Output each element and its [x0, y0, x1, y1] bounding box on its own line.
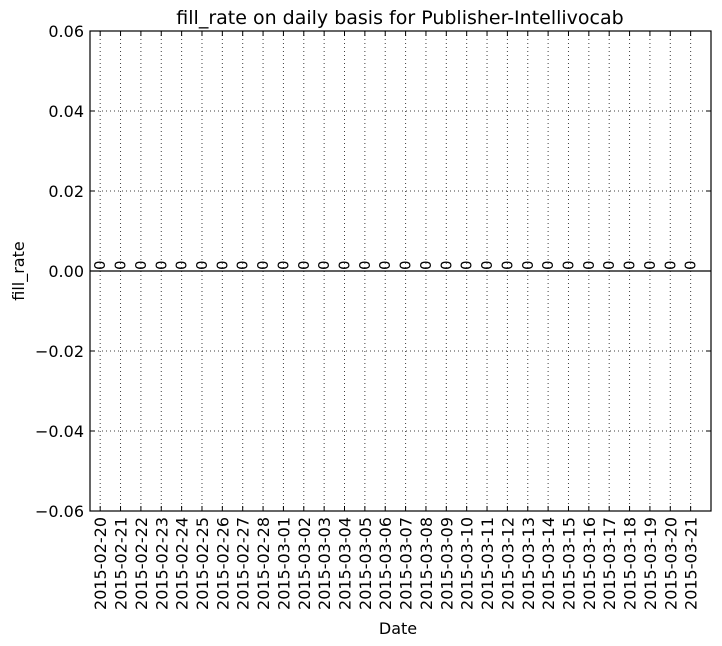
x-tick-label: 2015-03-18 [621, 517, 640, 610]
data-label: 0 [661, 260, 679, 270]
data-label: 0 [621, 260, 639, 270]
data-label: 0 [315, 260, 333, 270]
data-label: 0 [91, 260, 109, 270]
y-tick-label: −0.04 [35, 422, 84, 441]
x-tick-label: 2015-03-15 [559, 517, 578, 610]
data-label: 0 [234, 260, 252, 270]
x-tick-label: 2015-03-20 [661, 517, 680, 610]
data-label: 0 [254, 260, 272, 270]
data-label: 0 [112, 260, 130, 270]
data-label: 0 [682, 260, 700, 270]
x-tick-label: 2015-03-17 [600, 517, 619, 610]
data-label: 0 [539, 260, 557, 270]
data-label: 0 [132, 260, 150, 270]
x-axis-label: Date [379, 619, 417, 638]
x-tick-label: 2015-03-02 [295, 517, 314, 610]
x-tick-label: 2015-03-11 [478, 517, 497, 610]
data-label: 0 [478, 260, 496, 270]
x-tick-label: 2015-03-21 [682, 517, 701, 610]
y-tick-label: 0.02 [48, 182, 84, 201]
y-axis-ticks: 0.06 0.04 0.02 0.00 −0.02 −0.04 −0.06 [35, 22, 711, 521]
y-tick-label: −0.06 [35, 502, 84, 521]
x-tick-label: 2015-02-25 [193, 517, 212, 610]
data-label: 0 [295, 260, 313, 270]
x-tick-label: 2015-03-16 [580, 517, 599, 610]
x-tick-label: 2015-02-21 [112, 517, 131, 610]
x-tick-label: 2015-02-22 [132, 517, 151, 610]
data-label: 0 [193, 260, 211, 270]
chart-title: fill_rate on daily basis for Publisher-I… [176, 7, 623, 29]
x-tick-label: 2015-02-24 [173, 517, 192, 610]
x-tick-label: 2015-02-23 [152, 517, 171, 610]
y-tick-label: −0.02 [35, 342, 84, 361]
x-tick-label: 2015-03-03 [315, 517, 334, 610]
data-label: 0 [559, 260, 577, 270]
data-label: 0 [274, 260, 292, 270]
x-tick-label: 2015-03-12 [498, 517, 517, 610]
x-tick-label: 2015-03-10 [458, 517, 477, 610]
x-tick-label: 2015-03-19 [641, 517, 660, 610]
x-tick-label: 2015-02-27 [234, 517, 253, 610]
data-label: 0 [356, 260, 374, 270]
data-label: 0 [336, 260, 354, 270]
data-label: 0 [376, 260, 394, 270]
x-tick-label: 2015-02-26 [213, 517, 232, 610]
data-label: 0 [458, 260, 476, 270]
data-label: 0 [397, 260, 415, 270]
data-label: 0 [600, 260, 618, 270]
x-tick-label: 2015-03-08 [417, 517, 436, 610]
data-label: 0 [152, 260, 170, 270]
x-tick-label: 2015-02-28 [254, 517, 273, 610]
x-tick-label: 2015-03-05 [356, 517, 375, 610]
y-tick-label: 0.04 [48, 102, 84, 121]
data-label: 0 [173, 260, 191, 270]
data-label: 0 [580, 260, 598, 270]
x-axis-ticks: 2015-02-20 2015-02-21 2015-02-22 2015-02-23… [91, 31, 701, 610]
y-tick-label: 0.00 [48, 262, 84, 281]
y-axis-label: fill_rate [9, 241, 29, 300]
x-tick-label: 2015-03-07 [397, 517, 416, 610]
x-tick-label: 2015-03-01 [274, 517, 293, 610]
x-tick-label: 2015-03-13 [519, 517, 538, 610]
data-label: 0 [417, 260, 435, 270]
x-tick-label: 2015-03-09 [437, 517, 456, 610]
y-tick-label: 0.06 [48, 22, 84, 41]
data-label: 0 [437, 260, 455, 270]
x-tick-label: 2015-03-14 [539, 517, 558, 610]
x-tick-label: 2015-03-06 [376, 517, 395, 610]
data-label: 0 [498, 260, 516, 270]
x-tick-label: 2015-03-04 [336, 517, 355, 610]
data-label: 0 [213, 260, 231, 270]
data-label: 0 [641, 260, 659, 270]
x-tick-label: 2015-02-20 [91, 517, 110, 610]
data-label: 0 [519, 260, 537, 270]
